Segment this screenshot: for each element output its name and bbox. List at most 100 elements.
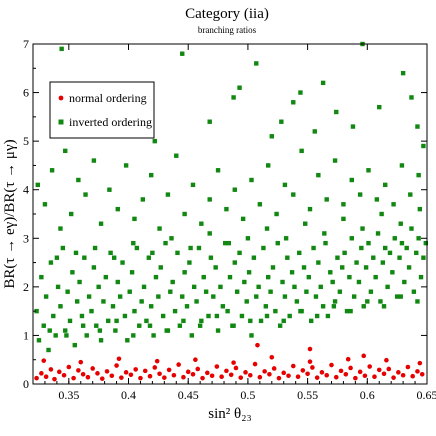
data-point-inverted-ordering bbox=[354, 260, 359, 265]
data-point-inverted-ordering bbox=[316, 260, 321, 265]
data-point-inverted-ordering bbox=[256, 284, 261, 290]
data-point-normal-ordering bbox=[56, 369, 62, 375]
data-point-inverted-ordering bbox=[360, 226, 365, 231]
data-point-inverted-ordering bbox=[381, 304, 387, 309]
data-point-inverted-ordering bbox=[320, 304, 326, 309]
data-point-inverted-ordering bbox=[416, 172, 421, 178]
data-point-normal-ordering bbox=[415, 369, 420, 374]
data-point-inverted-ordering bbox=[91, 265, 97, 270]
data-point-inverted-ordering bbox=[331, 304, 337, 309]
data-point-inverted-ordering bbox=[46, 347, 51, 353]
data-point-normal-ordering bbox=[34, 375, 39, 381]
series-normal-ordering bbox=[34, 342, 425, 382]
data-point-normal-ordering bbox=[138, 375, 143, 381]
legend-marker-normal-ordering bbox=[58, 95, 64, 101]
data-point-inverted-ordering bbox=[390, 270, 395, 275]
data-point-inverted-ordering bbox=[274, 211, 279, 217]
data-point-inverted-ordering bbox=[249, 177, 254, 183]
data-point-inverted-ordering bbox=[344, 308, 350, 314]
data-point-inverted-ordering bbox=[107, 187, 112, 192]
data-point-inverted-ordering bbox=[400, 70, 406, 76]
data-point-normal-ordering bbox=[255, 342, 260, 348]
data-point-inverted-ordering bbox=[203, 289, 209, 294]
data-point-inverted-ordering bbox=[215, 168, 221, 173]
data-point-inverted-ordering bbox=[232, 187, 237, 192]
data-point-inverted-ordering bbox=[190, 182, 196, 188]
data-point-inverted-ordering bbox=[264, 226, 270, 231]
data-point-normal-ordering bbox=[214, 364, 220, 369]
data-point-normal-ordering bbox=[417, 360, 423, 366]
data-point-normal-ordering bbox=[104, 369, 110, 374]
data-point-normal-ordering bbox=[228, 372, 234, 378]
x-tick-label: 0.65 bbox=[417, 388, 436, 402]
data-point-normal-ordering bbox=[147, 373, 153, 379]
data-point-inverted-ordering bbox=[303, 221, 308, 226]
data-point-inverted-ordering bbox=[63, 148, 68, 154]
legend: normal ordering inverted ordering bbox=[49, 81, 155, 139]
legend-label-inverted-ordering: inverted ordering bbox=[69, 115, 152, 129]
data-point-inverted-ordering bbox=[223, 240, 228, 246]
data-point-normal-ordering bbox=[181, 374, 186, 380]
data-point-inverted-ordering bbox=[308, 318, 314, 324]
data-point-inverted-ordering bbox=[409, 226, 414, 231]
data-point-normal-ordering bbox=[305, 371, 310, 377]
data-point-inverted-ordering bbox=[189, 333, 194, 338]
data-point-normal-ordering bbox=[376, 367, 382, 373]
data-point-inverted-ordering bbox=[340, 265, 345, 270]
data-point-normal-ordering bbox=[90, 366, 95, 371]
data-point-normal-ordering bbox=[391, 375, 396, 380]
y-tick-label: 4 bbox=[23, 183, 29, 197]
data-point-inverted-ordering bbox=[131, 333, 136, 338]
data-point-normal-ordering bbox=[345, 356, 351, 362]
data-point-normal-ordering bbox=[381, 371, 387, 377]
data-point-inverted-ordering bbox=[375, 231, 381, 236]
data-point-normal-ordering bbox=[123, 370, 129, 375]
x-axis: 0.35 0.4 0.45 0.5 0.55 0.6 0.65 bbox=[44, 44, 436, 402]
data-point-inverted-ordering bbox=[269, 134, 274, 139]
data-point-inverted-ordering bbox=[332, 299, 338, 304]
data-point-inverted-ordering bbox=[394, 294, 400, 299]
data-point-inverted-ordering bbox=[74, 299, 80, 304]
data-point-normal-ordering bbox=[343, 371, 349, 377]
data-point-normal-ordering bbox=[410, 373, 415, 379]
chart-subtitle: branching ratios bbox=[198, 25, 257, 35]
data-point-inverted-ordering bbox=[226, 240, 232, 246]
data-point-inverted-ordering bbox=[106, 318, 111, 324]
data-point-inverted-ordering bbox=[147, 323, 153, 328]
data-point-inverted-ordering bbox=[201, 274, 206, 280]
data-point-inverted-ordering bbox=[298, 90, 303, 95]
data-point-inverted-ordering bbox=[283, 236, 289, 241]
data-point-inverted-ordering bbox=[311, 245, 316, 251]
data-point-inverted-ordering bbox=[273, 308, 278, 314]
data-point-inverted-ordering bbox=[51, 313, 56, 319]
data-point-normal-ordering bbox=[80, 371, 86, 377]
data-point-inverted-ordering bbox=[197, 323, 203, 328]
data-point-inverted-ordering bbox=[149, 172, 154, 178]
data-point-normal-ordering bbox=[353, 375, 358, 381]
data-point-normal-ordering bbox=[142, 368, 148, 374]
data-point-inverted-ordering bbox=[122, 313, 128, 319]
data-point-normal-ordering bbox=[43, 374, 49, 380]
data-point-normal-ordering bbox=[281, 370, 287, 376]
data-point-inverted-ordering bbox=[184, 304, 190, 309]
data-point-inverted-ordering bbox=[341, 202, 346, 207]
data-point-inverted-ordering bbox=[279, 119, 284, 124]
data-point-normal-ordering bbox=[52, 376, 57, 382]
x-axis-label: sin² θ₂₃ bbox=[208, 406, 251, 422]
data-point-inverted-ordering bbox=[47, 328, 52, 333]
data-point-inverted-ordering bbox=[249, 333, 254, 338]
data-point-inverted-ordering bbox=[194, 299, 199, 304]
y-tick-label: 3 bbox=[23, 231, 29, 245]
data-point-inverted-ordering bbox=[208, 255, 214, 260]
data-point-inverted-ordering bbox=[101, 299, 106, 304]
data-point-normal-ordering bbox=[295, 374, 301, 380]
data-point-inverted-ordering bbox=[334, 109, 339, 115]
data-point-inverted-ordering bbox=[134, 245, 140, 251]
data-point-inverted-ordering bbox=[324, 197, 329, 202]
data-point-inverted-ordering bbox=[231, 95, 236, 100]
data-point-inverted-ordering bbox=[64, 333, 69, 338]
y-tick-label: 0 bbox=[23, 377, 29, 391]
data-point-inverted-ordering bbox=[332, 158, 338, 163]
data-point-normal-ordering bbox=[367, 364, 372, 369]
